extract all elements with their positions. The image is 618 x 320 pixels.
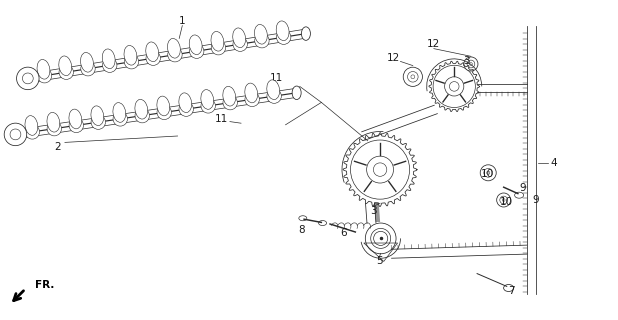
Ellipse shape [102, 49, 115, 68]
Text: 3: 3 [370, 206, 376, 216]
Ellipse shape [319, 220, 326, 226]
Circle shape [470, 63, 472, 65]
Ellipse shape [504, 284, 514, 292]
Ellipse shape [255, 24, 268, 44]
Text: 12: 12 [386, 52, 400, 63]
Circle shape [223, 95, 237, 110]
Circle shape [267, 89, 281, 103]
Circle shape [124, 54, 138, 69]
Text: 11: 11 [214, 114, 228, 124]
Ellipse shape [302, 27, 310, 40]
Ellipse shape [146, 42, 159, 62]
Ellipse shape [245, 83, 258, 103]
Circle shape [433, 65, 475, 108]
Text: 2: 2 [54, 142, 61, 152]
Ellipse shape [211, 31, 224, 51]
Circle shape [135, 108, 150, 123]
Circle shape [371, 228, 391, 248]
Circle shape [190, 44, 204, 58]
Circle shape [407, 72, 418, 82]
Circle shape [365, 223, 396, 254]
Text: 9: 9 [520, 183, 526, 193]
Circle shape [484, 168, 493, 177]
Circle shape [37, 68, 52, 83]
Text: 12: 12 [427, 39, 441, 49]
Circle shape [167, 47, 182, 62]
Ellipse shape [276, 21, 289, 41]
Ellipse shape [299, 216, 307, 221]
Ellipse shape [113, 103, 125, 122]
Ellipse shape [59, 56, 72, 76]
Circle shape [157, 105, 171, 120]
Circle shape [374, 231, 387, 245]
Circle shape [103, 58, 117, 72]
Circle shape [497, 193, 510, 207]
Text: 7: 7 [509, 286, 515, 296]
Text: 3: 3 [464, 56, 470, 66]
Circle shape [179, 102, 193, 116]
Circle shape [146, 51, 161, 65]
Circle shape [211, 41, 226, 55]
Circle shape [449, 82, 459, 91]
Circle shape [91, 115, 106, 129]
Text: 1: 1 [179, 16, 185, 26]
Ellipse shape [201, 90, 214, 109]
Text: 10: 10 [500, 197, 514, 207]
Circle shape [22, 73, 33, 84]
Ellipse shape [179, 93, 192, 113]
Circle shape [467, 60, 475, 68]
Circle shape [25, 125, 40, 139]
Text: 8: 8 [298, 225, 305, 236]
Ellipse shape [233, 28, 245, 48]
Circle shape [464, 57, 478, 71]
Circle shape [201, 99, 216, 113]
Ellipse shape [157, 96, 170, 116]
Circle shape [59, 65, 74, 79]
Ellipse shape [25, 116, 38, 135]
Text: 9: 9 [533, 195, 539, 205]
Ellipse shape [124, 45, 137, 65]
Circle shape [47, 122, 62, 136]
Ellipse shape [267, 80, 279, 100]
Ellipse shape [69, 109, 82, 129]
Circle shape [373, 163, 387, 176]
Circle shape [411, 75, 415, 79]
Ellipse shape [47, 112, 60, 132]
Text: 10: 10 [480, 169, 494, 180]
Ellipse shape [515, 192, 523, 198]
Ellipse shape [167, 38, 180, 58]
Circle shape [81, 61, 95, 76]
Ellipse shape [91, 106, 104, 125]
Text: FR.: FR. [35, 280, 55, 290]
Circle shape [245, 92, 260, 107]
Ellipse shape [223, 86, 235, 106]
Circle shape [350, 140, 410, 199]
Circle shape [480, 165, 496, 181]
Circle shape [10, 129, 21, 140]
Text: 11: 11 [270, 73, 284, 84]
Text: 5: 5 [376, 256, 383, 267]
Ellipse shape [37, 60, 50, 79]
Text: 4: 4 [551, 157, 557, 168]
Circle shape [486, 171, 490, 174]
Ellipse shape [80, 52, 93, 72]
Circle shape [255, 34, 269, 48]
Circle shape [502, 199, 505, 201]
Text: 6: 6 [341, 228, 347, 238]
Circle shape [500, 196, 507, 204]
Circle shape [233, 37, 247, 52]
Ellipse shape [135, 100, 148, 119]
Circle shape [403, 67, 423, 86]
Circle shape [276, 30, 291, 44]
Circle shape [17, 67, 39, 90]
Circle shape [69, 118, 83, 132]
Ellipse shape [189, 35, 202, 55]
Circle shape [444, 77, 464, 96]
Circle shape [4, 123, 27, 146]
Ellipse shape [292, 86, 301, 100]
Circle shape [113, 112, 127, 126]
Circle shape [366, 156, 394, 183]
